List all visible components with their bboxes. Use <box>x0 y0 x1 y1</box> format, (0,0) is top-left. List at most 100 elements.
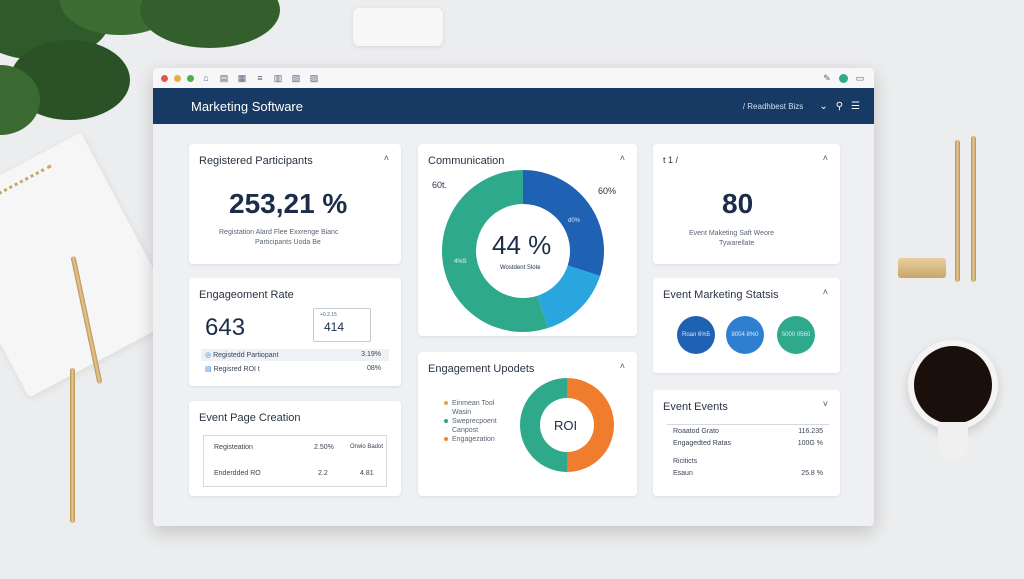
phone-decoration <box>353 8 443 46</box>
donut-label-left: 60t. <box>432 180 448 190</box>
chart-icon[interactable]: ▦ <box>237 72 247 83</box>
cell: 2.50% <box>314 444 334 451</box>
card-title: Event Marketing Statsis <box>663 289 779 301</box>
registered-value: 253,21 % <box>229 188 348 219</box>
card-title: Engageoment Rate <box>199 289 294 301</box>
legend-item: Einmean Tool <box>444 400 497 407</box>
maximize-dot[interactable] <box>187 74 194 82</box>
communication-card: Communication ˄ 60t. 60% d0% 4%S 44 % Wo… <box>418 144 637 336</box>
caption: Tywarellate <box>719 240 755 247</box>
stat-bubble[interactable]: 5000 0560 <box>777 316 815 354</box>
table-row: Riciticts <box>673 458 698 465</box>
donut-slice-green[interactable] <box>441 170 549 332</box>
table-row: Esaun 25.8 % <box>673 470 823 477</box>
app-title: Marketing Software <box>191 98 303 114</box>
donut-label-bottom: 4%S <box>454 259 467 265</box>
engagement-rate-card: Engageoment Rate 643 +0.2.15 414 ◎ Regis… <box>189 278 401 386</box>
table-icon[interactable]: ▧ <box>291 72 301 83</box>
collapse-icon[interactable]: ˄ <box>619 361 625 371</box>
list-icon[interactable]: ≡ <box>257 73 263 83</box>
account-selector[interactable]: / Readhbest Bizs <box>742 101 804 111</box>
pen-decoration <box>971 136 976 282</box>
card-title: Engagement Upodets <box>428 363 535 375</box>
list-icon: ◎ <box>205 352 214 359</box>
cell: Enderdded RO <box>214 470 261 477</box>
grid-icon[interactable]: ▨ <box>309 72 319 83</box>
event-marketing-metric-card: t 1 / ˄ 80 Event Maketing Saft Weore Tyw… <box>653 144 840 264</box>
home-icon[interactable]: ⌂ <box>203 73 209 83</box>
profile-icon[interactable] <box>839 73 848 83</box>
collapse-icon[interactable]: ˅ <box>822 399 828 409</box>
row-value: 08% <box>366 365 381 372</box>
list-icon: ▤ <box>205 366 214 373</box>
table-row: ◎ Registedd Partiopant 3.19% <box>201 349 389 361</box>
table-row: Enderdded RO 2.2 4.81 <box>214 470 380 477</box>
minimize-dot[interactable] <box>174 74 181 82</box>
donut-slice-ROI-teal[interactable] <box>520 378 567 472</box>
donut-center-caption: Wostdent Slote <box>500 265 541 271</box>
legend-item: Canpost <box>444 427 497 434</box>
card-title: Registered Participants <box>199 155 313 167</box>
card-header-label: t 1 / <box>663 155 679 165</box>
box-value: 414 <box>324 320 345 334</box>
engagement-updates-card: Engagement Upodets ˄ Einmean Tool Wasin … <box>418 352 637 496</box>
cell: Orwlo Badot <box>350 444 384 450</box>
file-icon[interactable]: ▤ <box>219 72 229 83</box>
legend-item: Wasin <box>444 409 497 416</box>
card-title: Event Page Creation <box>199 412 301 424</box>
cell: 4.81 <box>360 470 374 477</box>
event-marketing-stats-card: Event Marketing Statsis ˄ Roan 6%5 8004 … <box>653 278 840 373</box>
legend-item: Sweprecpoent <box>444 418 497 425</box>
row-label: Registedd Partiopant <box>213 352 279 359</box>
box-label: +0.2.15 <box>320 312 337 318</box>
edit-icon[interactable]: ✎ <box>823 72 831 83</box>
event-events-card: Event Events ˅ Roaatod Grato 116.235 Enga… <box>653 390 840 496</box>
stat-bubble[interactable]: Roan 6%5 <box>677 316 715 354</box>
donut-slice-light-blue[interactable] <box>537 265 601 329</box>
roi-donut-chart <box>520 378 614 472</box>
roi-center-label: ROI <box>554 418 578 433</box>
menu-icon[interactable]: ☰ <box>851 100 860 112</box>
engagement-box: +0.2.15 414 <box>313 308 371 342</box>
donut-label-mid: d0% <box>568 218 581 224</box>
caption: Participants Uoda Be <box>255 239 321 246</box>
donut-slice-dark-blue[interactable] <box>523 170 604 277</box>
donut-center-value: 44 % <box>492 230 552 260</box>
coffee-mug-decoration <box>908 340 998 460</box>
collapse-icon[interactable]: ˄ <box>383 153 389 163</box>
page-creation-table: Registeation 2.50% Orwlo Badot Enderdded… <box>203 435 387 487</box>
cell: 2.2 <box>318 470 328 477</box>
registered-participants-card: Registered Participants ˄ 253,21 % Regis… <box>189 144 401 264</box>
donut-label-right: 60% <box>598 186 617 196</box>
caption: Registation Alard Flee Exxrenge Bianc <box>219 229 339 236</box>
stat-bubble[interactable]: 8004 8%0 <box>726 316 764 354</box>
events-table: Roaatod Grato 116.235 Engagedted Ratas 100… <box>667 424 829 486</box>
table-row: ▤ Regisred ROI t 08% <box>201 363 389 375</box>
table-row: Engagedted Ratas 100G % <box>673 440 823 447</box>
plant-decoration <box>0 0 280 135</box>
window-icon[interactable]: ▭ <box>855 72 865 83</box>
app-header: Marketing Software / Readhbest Bizs ⌄ ⚲ … <box>153 88 874 124</box>
close-dot[interactable] <box>161 74 168 82</box>
collapse-icon[interactable]: ˄ <box>619 153 625 163</box>
binder-clip-decoration <box>898 258 946 278</box>
collapse-icon[interactable]: ˄ <box>822 153 828 163</box>
card-title: Communication <box>428 155 505 167</box>
cell: Registeation <box>214 444 253 451</box>
communication-donut-chart <box>441 170 604 332</box>
legend: Einmean Tool Wasin Sweprecpoent Canpost … <box>444 400 497 443</box>
window-toolbar: ⌂ ▤ ▦ ≡ ▥ ▧ ▨ ✎ ▭ <box>153 68 874 88</box>
row-value: 3.19% <box>361 351 381 358</box>
donut-slice-ROI-orange[interactable] <box>567 378 614 472</box>
event-page-creation-card: Event Page Creation Registeation 2.50% O… <box>189 401 401 496</box>
row-label: Regisred ROI t <box>213 366 260 373</box>
card-title: Event Events <box>663 401 728 413</box>
chevron-down-icon[interactable]: ⌄ <box>819 100 828 112</box>
table-row: Roaatod Grato 116.235 <box>673 428 823 435</box>
search-icon[interactable]: ⚲ <box>835 100 844 112</box>
bars-icon[interactable]: ▥ <box>273 72 283 83</box>
pen-decoration <box>955 140 960 282</box>
collapse-icon[interactable]: ˄ <box>822 287 828 297</box>
caption: Event Maketing Saft Weore <box>689 230 775 237</box>
app-window: ⌂ ▤ ▦ ≡ ▥ ▧ ▨ ✎ ▭ Marketing Software / R… <box>153 68 874 526</box>
